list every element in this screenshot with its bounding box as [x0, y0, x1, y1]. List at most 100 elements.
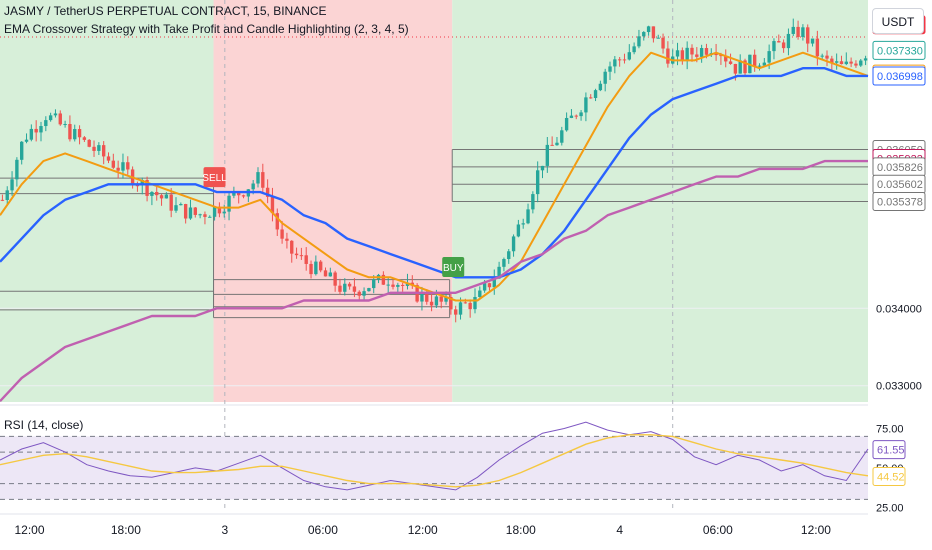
price-tick-label: 0.034000 — [876, 303, 922, 315]
candle-body — [825, 55, 829, 59]
candle-body — [111, 160, 116, 168]
candle-body — [362, 291, 366, 296]
rsi-tick-label: 25.00 — [876, 502, 904, 514]
candle-body — [516, 224, 521, 237]
candle-body — [815, 38, 820, 57]
candle-body — [839, 61, 844, 65]
candle-body — [550, 144, 554, 146]
time-tick-label: 3 — [221, 523, 228, 537]
signal-label-sell: SELL — [202, 173, 227, 184]
price-label-text: 0.035826 — [877, 162, 923, 174]
candle-body — [820, 55, 824, 57]
candle-body — [5, 190, 9, 201]
candle-body — [135, 185, 140, 187]
candle-body — [535, 170, 540, 195]
candle-body — [420, 292, 424, 302]
candle-body — [738, 60, 742, 74]
candle-body — [10, 179, 14, 191]
candle-body — [656, 37, 660, 39]
candle-body — [830, 58, 834, 63]
candle-body — [492, 278, 496, 288]
rsi-ma-line — [0, 434, 869, 488]
candle-body — [680, 50, 685, 62]
candle-body — [299, 255, 304, 257]
candle-body — [791, 26, 795, 34]
candle-body — [318, 261, 323, 271]
candle-body — [237, 192, 241, 196]
candle-body — [801, 27, 805, 37]
candle-body — [97, 145, 101, 151]
candle-body — [20, 141, 24, 160]
candle-body — [400, 284, 405, 286]
price-label-text: 0.036998 — [877, 71, 923, 83]
candle-body — [333, 272, 337, 286]
candle-body — [608, 66, 612, 72]
candle-body — [675, 50, 680, 57]
candle-body — [261, 172, 265, 188]
candle-body — [179, 204, 183, 206]
candle-body — [598, 83, 603, 91]
candle-body — [328, 272, 333, 277]
candle-body — [314, 261, 318, 275]
candle-body — [15, 159, 19, 180]
candle-body — [757, 65, 762, 67]
candle-body — [203, 214, 207, 217]
candle-body — [564, 117, 569, 131]
currency-button[interactable]: USDT — [872, 8, 924, 34]
candle-body — [347, 283, 352, 287]
candle-body — [48, 115, 53, 121]
candle-body — [704, 48, 709, 55]
candle-body — [603, 71, 607, 84]
rsi-pane — [0, 421, 869, 500]
candle-body — [145, 180, 149, 196]
candle-body — [155, 191, 159, 196]
candle-body — [806, 27, 810, 44]
candle-body — [126, 162, 130, 170]
candle-body — [68, 124, 72, 140]
candle-body — [584, 97, 588, 113]
price-label-box — [872, 66, 926, 86]
candle-body — [280, 229, 284, 239]
candle-body — [743, 60, 747, 74]
candle-body — [699, 48, 704, 57]
candle-body — [169, 194, 173, 211]
candle-body — [77, 129, 82, 138]
candle-body — [0, 199, 5, 201]
candle-body — [579, 112, 583, 117]
candle-body — [241, 195, 246, 197]
price-label-text: 0.037330 — [877, 45, 923, 57]
rsi-value-box — [872, 467, 906, 487]
candle-body — [545, 144, 550, 166]
candle-body — [613, 59, 617, 67]
candle-body — [29, 128, 34, 140]
chart-title: JASMY / TetherUS PERPETUAL CONTRACT, 15,… — [4, 4, 327, 18]
time-axis: 12:00 18:00 3 06:00 12:00 18:00 4 06:00 12:00 — [0, 513, 868, 537]
rsi-value-text: 44.52 — [877, 472, 905, 484]
time-tick-label: 12:00 — [408, 523, 438, 537]
candle-body — [391, 284, 395, 287]
candle-body — [183, 204, 188, 219]
candle-body — [762, 62, 767, 66]
time-tick-label: 12:00 — [14, 523, 44, 537]
candle-body — [690, 47, 694, 55]
candle-body — [463, 302, 468, 304]
candle-body — [251, 183, 255, 190]
candle-body — [63, 124, 67, 126]
candle-body — [714, 53, 718, 56]
candle-body — [198, 214, 202, 216]
candle-body — [622, 59, 627, 61]
candle-body — [275, 213, 279, 230]
candle-body — [555, 142, 559, 146]
candle-body — [265, 187, 270, 197]
candle-body — [217, 206, 222, 214]
candle-body — [796, 26, 800, 37]
candle-body — [810, 38, 815, 44]
candle-body — [772, 41, 776, 52]
candle-body — [343, 283, 347, 292]
rsi-line — [0, 421, 869, 491]
ema-long-line — [0, 159, 868, 403]
candle-body — [540, 165, 545, 171]
candle-body — [666, 48, 670, 64]
